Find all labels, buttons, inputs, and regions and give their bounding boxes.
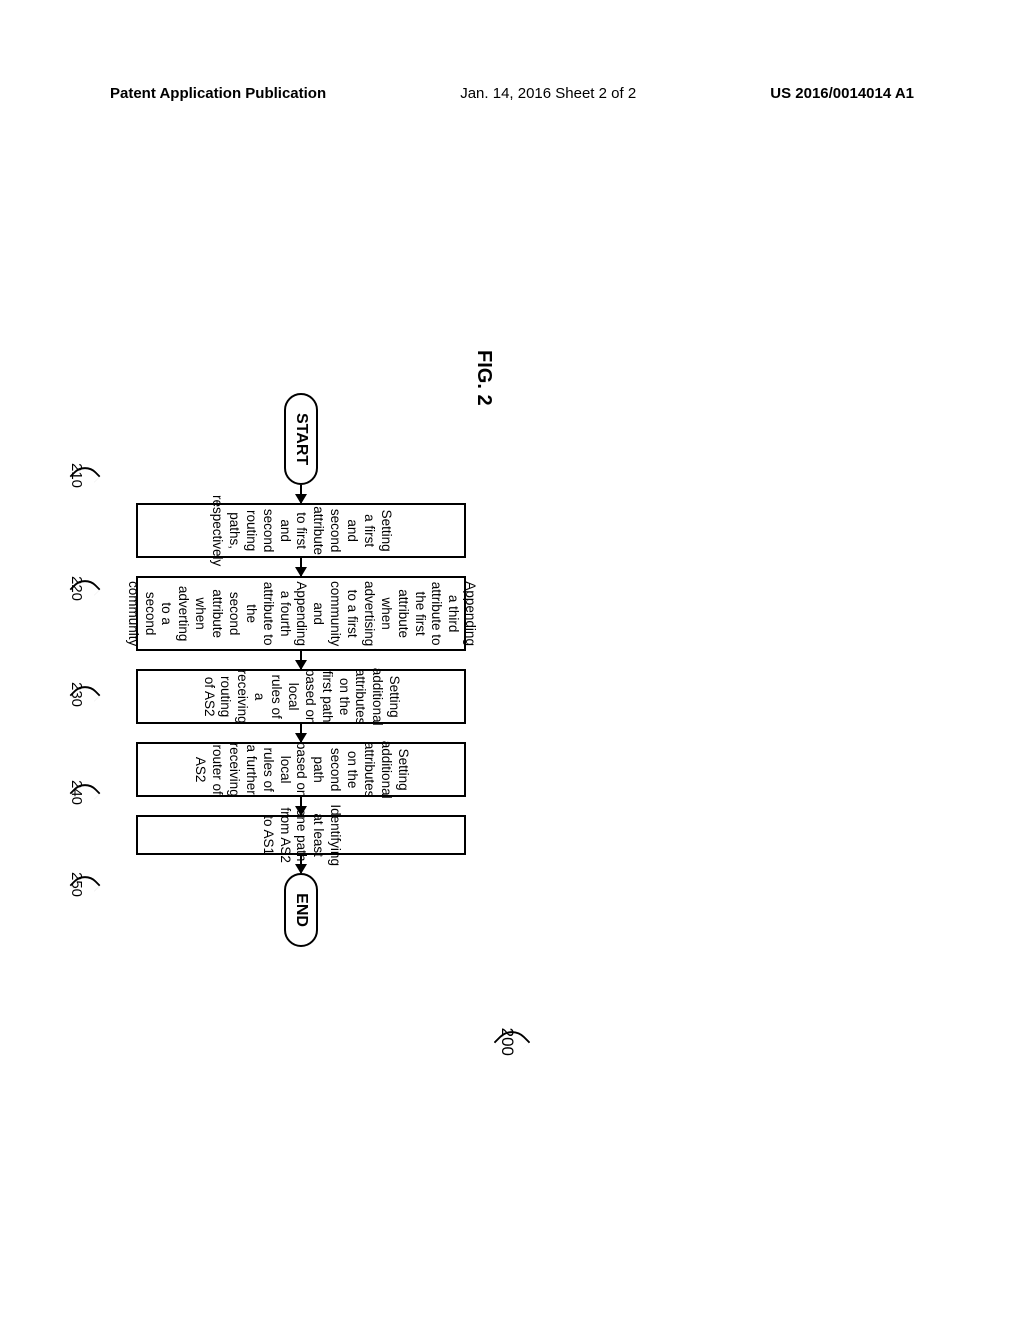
header-right: US 2016/0014014 A1 xyxy=(770,85,914,102)
process-line: Setting additional attributes on the sec… xyxy=(293,741,411,799)
arrow xyxy=(300,485,302,503)
terminal-start: START xyxy=(284,393,318,485)
figure-ref-200: 200 xyxy=(497,1028,525,1056)
process-220: Appending a third attribute to the first… xyxy=(136,576,466,651)
process-250: Identifying at least one path from AS2 t… xyxy=(136,815,466,855)
arrow xyxy=(300,651,302,669)
process-line: local rules of a further receiving route… xyxy=(191,743,292,797)
arrow xyxy=(300,558,302,576)
process-240: Setting additional attributes on the sec… xyxy=(136,742,466,797)
arrow xyxy=(300,855,302,873)
figure-title: FIG. 2 xyxy=(472,350,495,406)
process-230: Setting additional attributes on the fir… xyxy=(136,669,466,724)
process-line: when adverting to a second community xyxy=(124,581,208,646)
process-line: Appending a third attribute to the first… xyxy=(377,581,478,646)
terminal-end: END xyxy=(284,873,318,947)
header-center: Jan. 14, 2016 Sheet 2 of 2 xyxy=(460,85,636,102)
process-210: Setting a first and second attribute to … xyxy=(136,503,466,558)
arrow xyxy=(300,797,302,815)
arrow xyxy=(300,724,302,742)
process-line: routing paths, respectively xyxy=(208,495,259,566)
header-left: Patent Application Publication xyxy=(110,85,326,102)
process-line: Appending a fourth attribute to the seco… xyxy=(208,581,309,646)
process-line: rules of a receiving routing of AS2 xyxy=(200,670,284,724)
figure-2: FIG. 2 200 START Setting a first and sec… xyxy=(50,340,495,1000)
process-line: Setting additional attributes on the fir… xyxy=(284,668,402,726)
ref-250: 250 xyxy=(68,872,96,897)
flowchart: START Setting a first and second attribu… xyxy=(136,393,466,947)
ref-210: 210 xyxy=(68,463,96,488)
ref-callouts: 210 220 230 240 250 xyxy=(50,340,96,1000)
ref-230: 230 xyxy=(68,682,96,707)
ref-240: 240 xyxy=(68,780,96,805)
process-line: advertising to a first community and xyxy=(309,581,377,646)
process-line: Setting a first and second attribute to … xyxy=(259,506,394,555)
ref-220: 220 xyxy=(68,576,96,601)
